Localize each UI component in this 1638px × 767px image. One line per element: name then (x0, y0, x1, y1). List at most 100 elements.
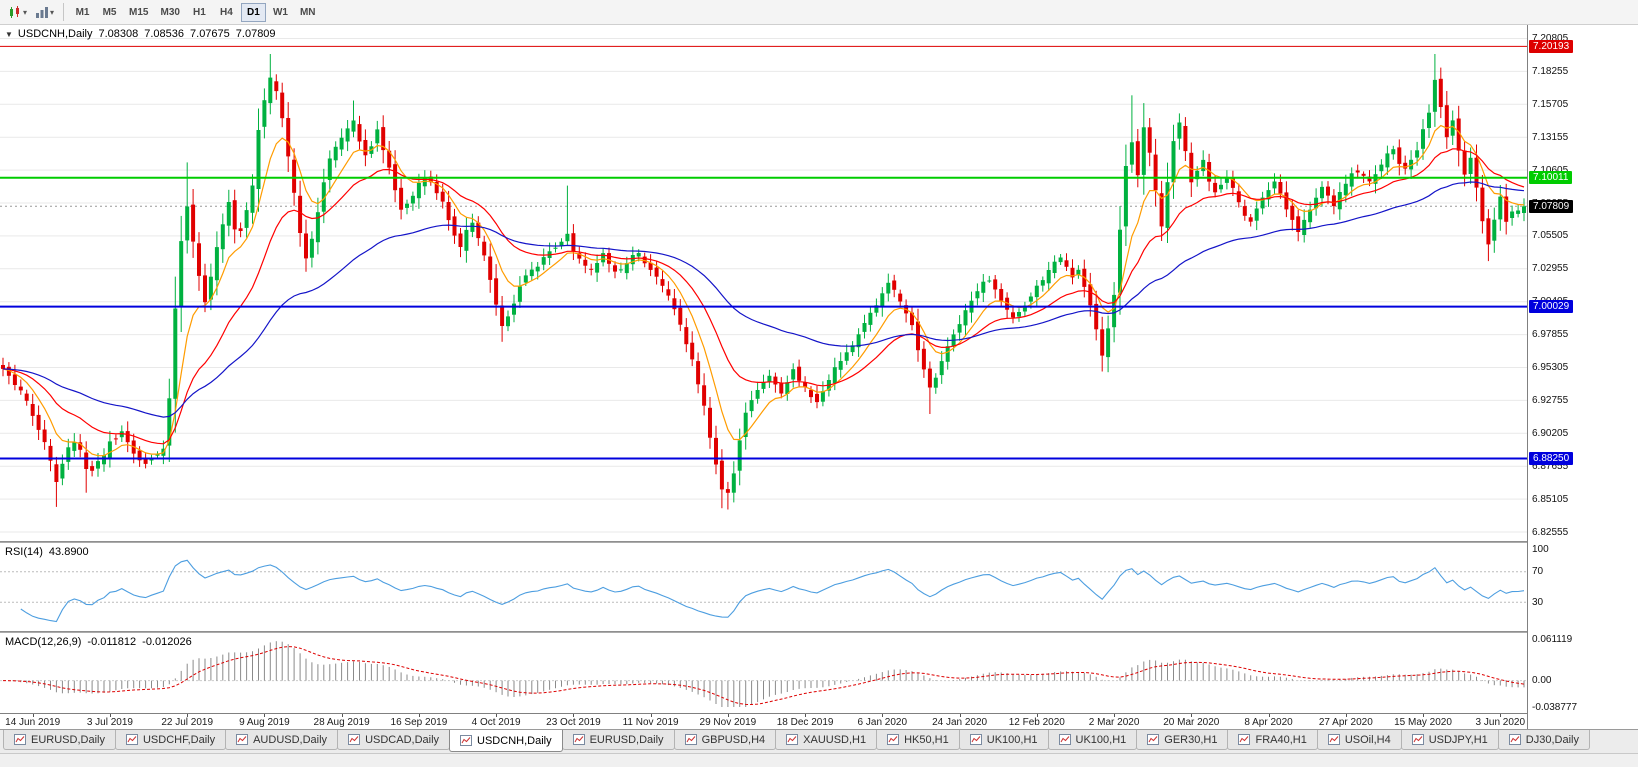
date-axis-label: 3 Jul 2019 (87, 717, 133, 728)
moving-average-8 (3, 126, 1524, 456)
chart-tab-label: USDCNH,Daily (477, 735, 552, 747)
timeframe-button-h4[interactable]: H4 (214, 3, 239, 22)
plot-area: ▼ USDCNH,Daily 7.08308 7.08536 7.07675 7… (0, 25, 1527, 729)
trading-terminal-window: ▾ ▾ M1M5M15M30H1H4D1W1MN ▼ USDCNH,Daily … (0, 0, 1638, 767)
price-axis-label: 7.18255 (1532, 65, 1568, 78)
rsi-indicator-panel[interactable]: RSI(14) 43.8900 (0, 543, 1527, 631)
chart-tab-gbpusd-h4[interactable]: GBPUSD,H4 (674, 730, 777, 750)
rsi-name: RSI(14) (5, 546, 43, 558)
timeframe-toolbar: ▾ ▾ M1M5M15M30H1H4D1W1MN (0, 0, 1638, 25)
timeframe-button-m1[interactable]: M1 (70, 3, 95, 22)
macd-main-value: -0.011812 (87, 636, 136, 648)
current-price-flag: 7.07809 (1529, 200, 1573, 213)
chart-tab-xauusd-h1[interactable]: XAUUSD,H1 (775, 730, 877, 750)
chart-tab-audusd-daily[interactable]: AUDUSD,Daily (225, 730, 338, 750)
chart-tab-usoil-h4[interactable]: USOil,H4 (1317, 730, 1402, 750)
price-axis-label: 7.02955 (1532, 262, 1568, 275)
chart-tab-usdchf-daily[interactable]: USDCHF,Daily (115, 730, 226, 750)
timeframe-button-m5[interactable]: M5 (97, 3, 122, 22)
date-axis-label: 3 Jun 2020 (1476, 717, 1526, 728)
toolbar-separator (63, 3, 64, 21)
price-axis[interactable]: 7.208057.182557.157057.131557.106057.080… (1527, 25, 1638, 729)
rsi-axis-label: 100 (1532, 543, 1549, 556)
chart-tab-hk50-h1[interactable]: HK50,H1 (876, 730, 960, 750)
date-axis-label: 11 Nov 2019 (623, 717, 679, 728)
date-axis-label: 6 Jan 2020 (858, 717, 908, 728)
macd-signal-value: -0.012026 (142, 636, 192, 648)
price-axis-label: 6.85105 (1532, 493, 1568, 506)
date-axis-label: 27 Apr 2020 (1319, 717, 1373, 728)
ohlc-open: 7.08308 (98, 28, 138, 40)
chart-tab-icon (126, 734, 138, 745)
new-chart-icon[interactable]: ▾ (4, 2, 31, 22)
chart-tab-icon (573, 734, 585, 745)
chart-tab-label: XAUUSD,H1 (803, 734, 866, 746)
rsi-label: RSI(14) 43.8900 (5, 546, 89, 558)
candlestick-chart (0, 25, 1527, 541)
chart-tab-eurusd-daily[interactable]: EURUSD,Daily (562, 730, 675, 750)
chart-menu-arrow-icon[interactable]: ▼ (5, 30, 13, 39)
timeframe-buttons: M1M5M15M30H1H4D1W1MN (69, 3, 321, 22)
price-flag-7.10011: 7.10011 (1529, 171, 1572, 184)
chart-tab-uk100-h1[interactable]: UK100,H1 (1048, 730, 1138, 750)
rsi-axis-label: 30 (1532, 596, 1543, 609)
rsi-line (21, 560, 1524, 621)
price-axis-label: 6.95305 (1532, 361, 1568, 374)
price-axis-label: 7.15705 (1532, 98, 1568, 111)
chart-tab-uk100-h1[interactable]: UK100,H1 (959, 730, 1049, 750)
date-axis-label: 24 Jan 2020 (932, 717, 987, 728)
macd-chart (0, 633, 1527, 713)
candlestick-chart-icon (8, 6, 22, 19)
date-axis-label: 4 Oct 2019 (472, 717, 521, 728)
chart-tab-label: USOil,H4 (1345, 734, 1391, 746)
timeframe-button-w1[interactable]: W1 (268, 3, 293, 22)
date-axis-label: 23 Oct 2019 (546, 717, 600, 728)
chart-tab-label: DJ30,Daily (1526, 734, 1579, 746)
chart-tab-label: AUDUSD,Daily (253, 734, 327, 746)
date-axis[interactable]: 14 Jun 20193 Jul 201922 Jul 20199 Aug 20… (0, 713, 1527, 729)
price-chart-panel[interactable]: ▼ USDCNH,Daily 7.08308 7.08536 7.07675 7… (0, 25, 1527, 541)
rsi-axis-label: 70 (1532, 565, 1543, 578)
price-axis-label: 7.05505 (1532, 229, 1568, 242)
chart-tab-icon (685, 734, 697, 745)
chart-tab-icon (887, 734, 899, 745)
macd-name: MACD(12,26,9) (5, 636, 81, 648)
price-axis-label: 6.92755 (1532, 394, 1568, 407)
macd-axis-label: 0.061119 (1532, 633, 1572, 646)
chart-tab-icon (1509, 734, 1521, 745)
timeframe-button-mn[interactable]: MN (295, 3, 321, 22)
ohlc-close: 7.07809 (236, 28, 276, 40)
price-flag-6.88250: 6.88250 (1529, 452, 1573, 465)
chart-tab-usdjpy-h1[interactable]: USDJPY,H1 (1401, 730, 1499, 750)
chart-tab-dj30-daily[interactable]: DJ30,Daily (1498, 730, 1590, 750)
date-axis-label: 16 Sep 2019 (391, 717, 448, 728)
chart-tab-usdcnh-daily[interactable]: USDCNH,Daily (449, 730, 563, 752)
timeframe-button-m30[interactable]: M30 (155, 3, 184, 22)
timeframe-button-d1[interactable]: D1 (241, 3, 266, 22)
date-axis-label: 18 Dec 2019 (777, 717, 834, 728)
chart-tab-icon (460, 735, 472, 746)
chart-tab-label: UK100,H1 (1076, 734, 1127, 746)
chart-tab-label: GER30,H1 (1164, 734, 1217, 746)
rsi-value: 43.8900 (49, 546, 89, 558)
chart-tab-ger30-h1[interactable]: GER30,H1 (1136, 730, 1228, 750)
timeframe-button-m15[interactable]: M15 (124, 3, 153, 22)
chart-tab-label: HK50,H1 (904, 734, 949, 746)
chart-tab-fra40-h1[interactable]: FRA40,H1 (1227, 730, 1317, 750)
price-axis-label: 7.13155 (1532, 131, 1568, 144)
chart-tab-label: USDCAD,Daily (365, 734, 439, 746)
timeframe-button-h1[interactable]: H1 (187, 3, 212, 22)
ohlc-low: 7.07675 (190, 28, 230, 40)
chart-profiles-icon[interactable]: ▾ (31, 2, 58, 22)
date-axis-label: 12 Feb 2020 (1009, 717, 1065, 728)
date-axis-label: 22 Jul 2019 (161, 717, 213, 728)
price-axis-label: 6.90205 (1532, 427, 1568, 440)
chart-tab-label: EURUSD,Daily (590, 734, 664, 746)
date-axis-label: 15 May 2020 (1394, 717, 1452, 728)
chart-tab-icon (1238, 734, 1250, 745)
chart-tab-eurusd-daily[interactable]: EURUSD,Daily (3, 730, 116, 750)
date-axis-label: 14 Jun 2019 (5, 717, 60, 728)
chart-tab-icon (1059, 734, 1071, 745)
macd-indicator-panel[interactable]: MACD(12,26,9) -0.011812 -0.012026 (0, 633, 1527, 713)
chart-tab-usdcad-daily[interactable]: USDCAD,Daily (337, 730, 450, 750)
